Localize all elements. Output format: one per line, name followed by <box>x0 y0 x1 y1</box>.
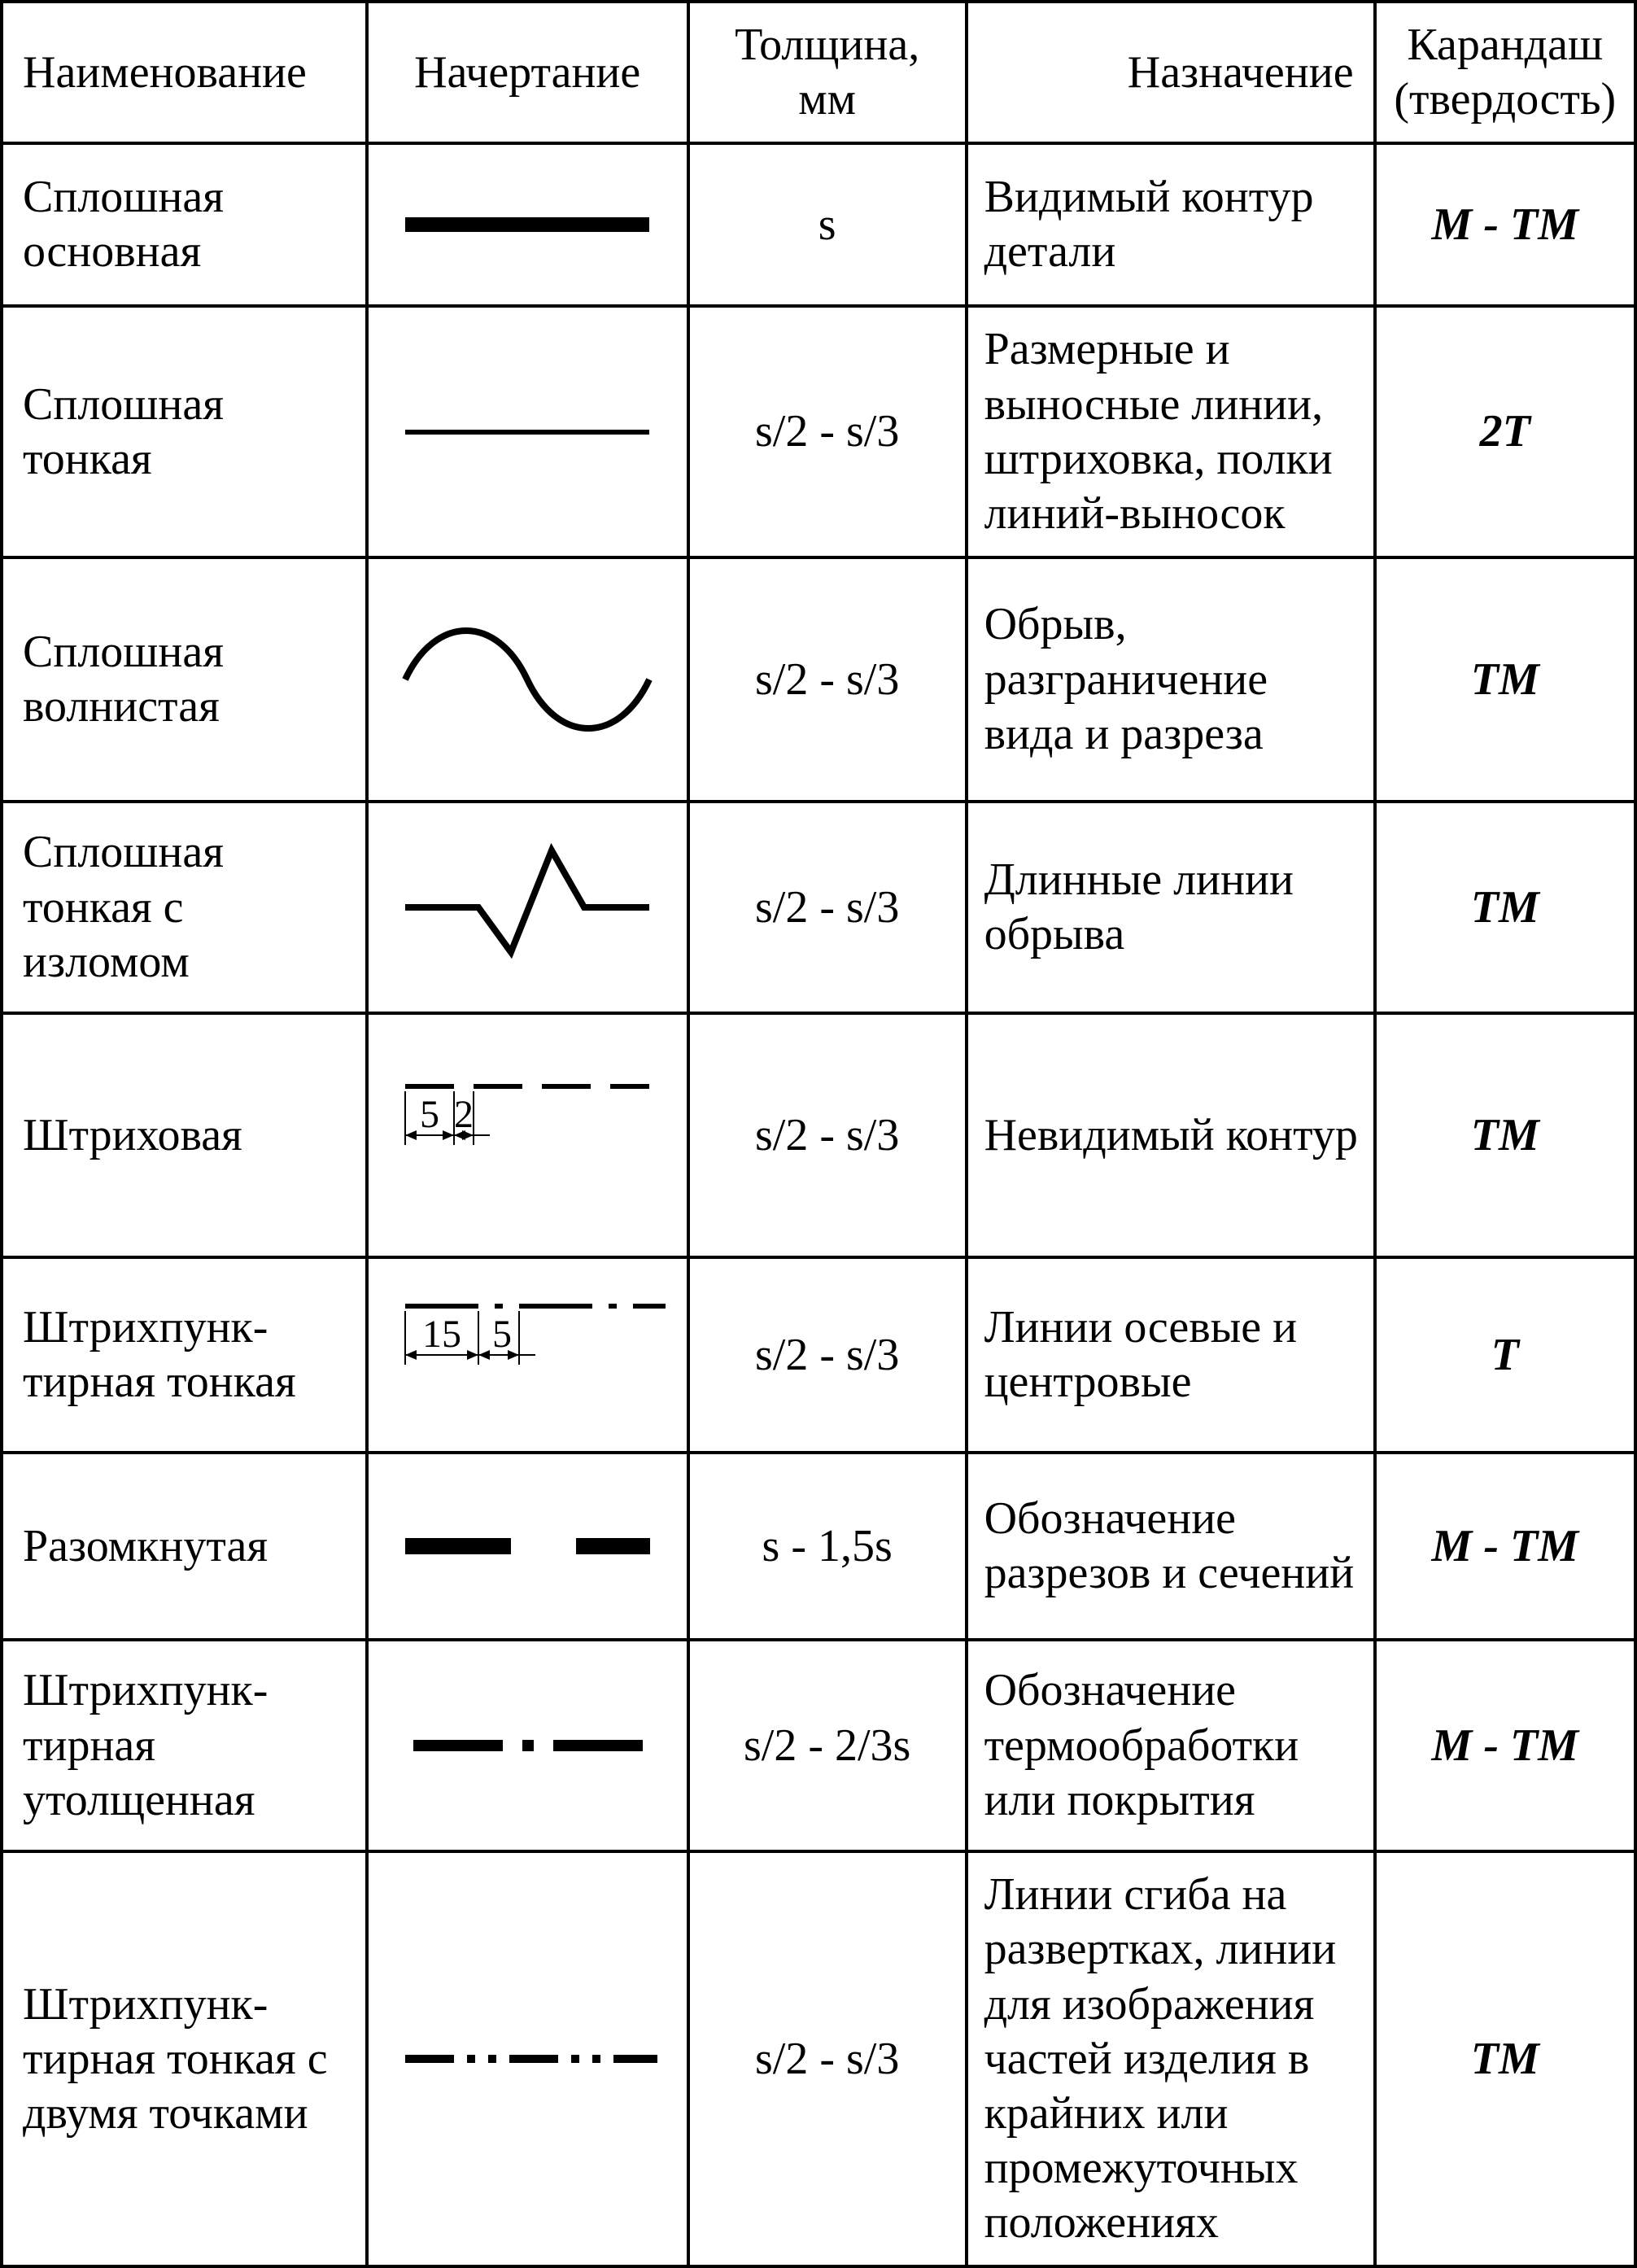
cell-drawing <box>367 802 688 1013</box>
table-row: Штрихпунк-тирная утолщенная s/2 - 2/3sОбо… <box>2 1640 1635 1851</box>
cell-pencil: 2Т <box>1375 306 1635 557</box>
cell-name: Сплошная тонкая с изломом <box>2 802 367 1013</box>
cell-thickness: s/2 - s/3 <box>688 557 967 802</box>
cell-thickness: s/2 - 2/3s <box>688 1640 967 1851</box>
cell-pencil: ТМ <box>1375 557 1635 802</box>
cell-thickness: s/2 - s/3 <box>688 802 967 1013</box>
cell-usage: Обрыв, разграничение вида и разреза <box>967 557 1375 802</box>
svg-text:5: 5 <box>492 1313 512 1356</box>
table-row: Сплошная тонкая s/2 - s/3Размерные и выно… <box>2 306 1635 557</box>
header-name: Наименование <box>2 2 367 143</box>
cell-name: Сплошная волнистая <box>2 557 367 802</box>
cell-thickness: s/2 - s/3 <box>688 1851 967 2266</box>
table-header-row: Наименование Начертание Толщина,мм Назна… <box>2 2 1635 143</box>
svg-text:5: 5 <box>420 1093 439 1136</box>
cell-pencil: М - ТМ <box>1375 1453 1635 1640</box>
cell-name: Штриховая <box>2 1013 367 1257</box>
table-row: Сплошная основная sВидимый контур деталиМ… <box>2 143 1635 306</box>
table-row: Разомкнутая s - 1,5sОбозначение разрезов … <box>2 1453 1635 1640</box>
cell-drawing <box>367 1453 688 1640</box>
cell-pencil: Т <box>1375 1257 1635 1453</box>
cell-drawing: 52 <box>367 1013 688 1257</box>
cell-usage: Обозначение разрезов и сечений <box>967 1453 1375 1640</box>
cell-usage: Невидимый контур <box>967 1013 1375 1257</box>
cell-name: Штрихпунк-тирная утолщенная <box>2 1640 367 1851</box>
cell-drawing <box>367 557 688 802</box>
cell-pencil: М - ТМ <box>1375 143 1635 306</box>
cell-drawing <box>367 306 688 557</box>
cell-name: Штрихпунк-тирная тонкая с двумя точками <box>2 1851 367 2266</box>
cell-usage: Длинные линии обрыва <box>967 802 1375 1013</box>
cell-drawing <box>367 1851 688 2266</box>
table-row: Сплошная волнистая s/2 - s/3Обрыв, разгра… <box>2 557 1635 802</box>
cell-thickness: s <box>688 143 967 306</box>
cell-drawing <box>367 1640 688 1851</box>
cell-thickness: s/2 - s/3 <box>688 1257 967 1453</box>
cell-usage: Обозначение термообработки или покрытия <box>967 1640 1375 1851</box>
table-row: Штрихпунк-тирная тонкая с двумя точками s… <box>2 1851 1635 2266</box>
cell-usage: Размерные и выносные линии, штриховка, п… <box>967 306 1375 557</box>
cell-name: Сплошная тонкая <box>2 306 367 557</box>
svg-text:2: 2 <box>454 1093 474 1136</box>
table-row: Сплошная тонкая с изломом s/2 - s/3Длинны… <box>2 802 1635 1013</box>
table-body: Сплошная основнаяsВидимый контур деталиМ… <box>2 143 1635 2266</box>
cell-pencil: М - ТМ <box>1375 1640 1635 1851</box>
cell-pencil: ТМ <box>1375 1013 1635 1257</box>
svg-text:15: 15 <box>422 1313 461 1356</box>
cell-name: Сплошная основная <box>2 143 367 306</box>
header-drawing: Начертание <box>367 2 688 143</box>
cell-pencil: ТМ <box>1375 802 1635 1013</box>
cell-usage: Линии осевые и центровые <box>967 1257 1375 1453</box>
header-usage: Назначение <box>967 2 1375 143</box>
cell-usage: Линии сгиба на развертках, линии для изо… <box>967 1851 1375 2266</box>
table-row: Штрихпунк-тирная тонкая 15 5 s/2 - s/3Линии… <box>2 1257 1635 1453</box>
cell-drawing: 15 5 <box>367 1257 688 1453</box>
header-pencil: Карандаш(твердость) <box>1375 2 1635 143</box>
cell-thickness: s/2 - s/3 <box>688 306 967 557</box>
cell-name: Штрихпунк-тирная тонкая <box>2 1257 367 1453</box>
line-types-table: Наименование Начертание Толщина,мм Назна… <box>0 0 1637 2268</box>
cell-thickness: s/2 - s/3 <box>688 1013 967 1257</box>
header-thickness: Толщина,мм <box>688 2 967 143</box>
cell-usage: Видимый контур детали <box>967 143 1375 306</box>
cell-thickness: s - 1,5s <box>688 1453 967 1640</box>
cell-name: Разомкнутая <box>2 1453 367 1640</box>
cell-pencil: ТМ <box>1375 1851 1635 2266</box>
table-row: Штриховая52s/2 - s/3Невидимый контурТМ <box>2 1013 1635 1257</box>
cell-drawing <box>367 143 688 306</box>
